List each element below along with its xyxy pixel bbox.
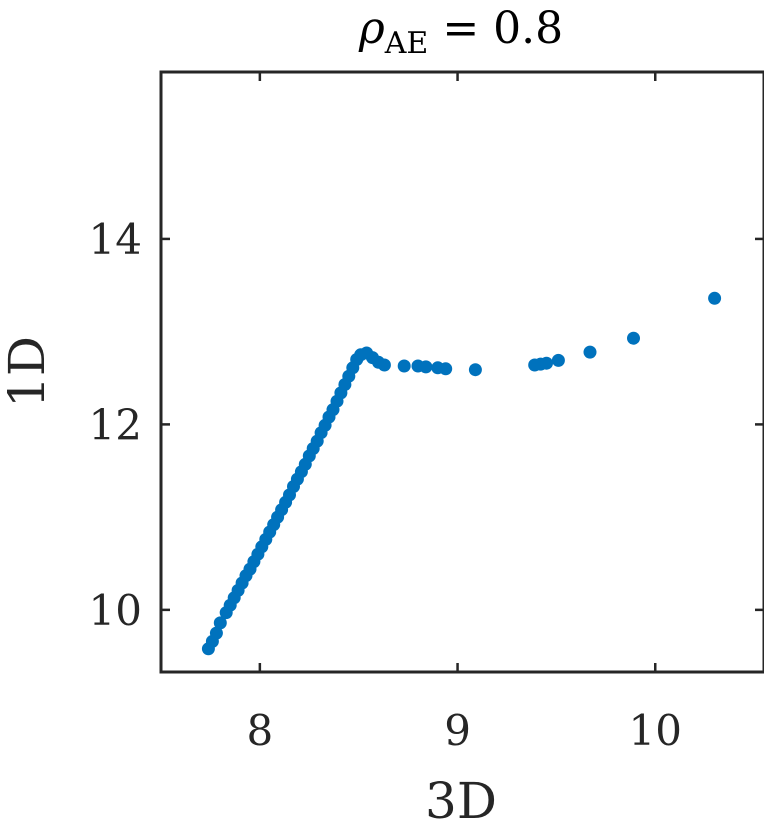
data-point bbox=[209, 626, 223, 640]
data-point bbox=[397, 359, 411, 373]
data-point bbox=[439, 362, 453, 376]
data-point bbox=[377, 358, 391, 372]
data-point bbox=[213, 616, 227, 630]
title-relation: = 0.8 bbox=[442, 3, 563, 54]
title-subscript: AE bbox=[384, 26, 429, 61]
title-symbol: ρ bbox=[358, 3, 385, 54]
data-point bbox=[708, 291, 722, 305]
y-tick-label: 10 bbox=[89, 586, 142, 635]
data-point bbox=[540, 356, 553, 370]
data-points bbox=[201, 291, 722, 656]
y-tick-label: 12 bbox=[89, 400, 142, 449]
data-point bbox=[419, 360, 433, 374]
y-tick-label: 14 bbox=[89, 215, 142, 264]
axis-ticks: 8 9 10 10 12 14 bbox=[89, 72, 764, 755]
data-point bbox=[551, 353, 565, 367]
plot-frame bbox=[159, 70, 764, 674]
x-tick-label: 10 bbox=[629, 706, 682, 755]
x-tick-label: 9 bbox=[444, 706, 471, 755]
x-tick-label: 8 bbox=[246, 706, 273, 755]
x-axis-label: 3D bbox=[425, 772, 497, 825]
data-point bbox=[627, 331, 640, 345]
data-point bbox=[468, 363, 482, 377]
data-point bbox=[583, 345, 597, 359]
y-axis-label: 1D bbox=[0, 336, 56, 408]
chart-title: ρAE = 0.8 bbox=[358, 3, 563, 61]
